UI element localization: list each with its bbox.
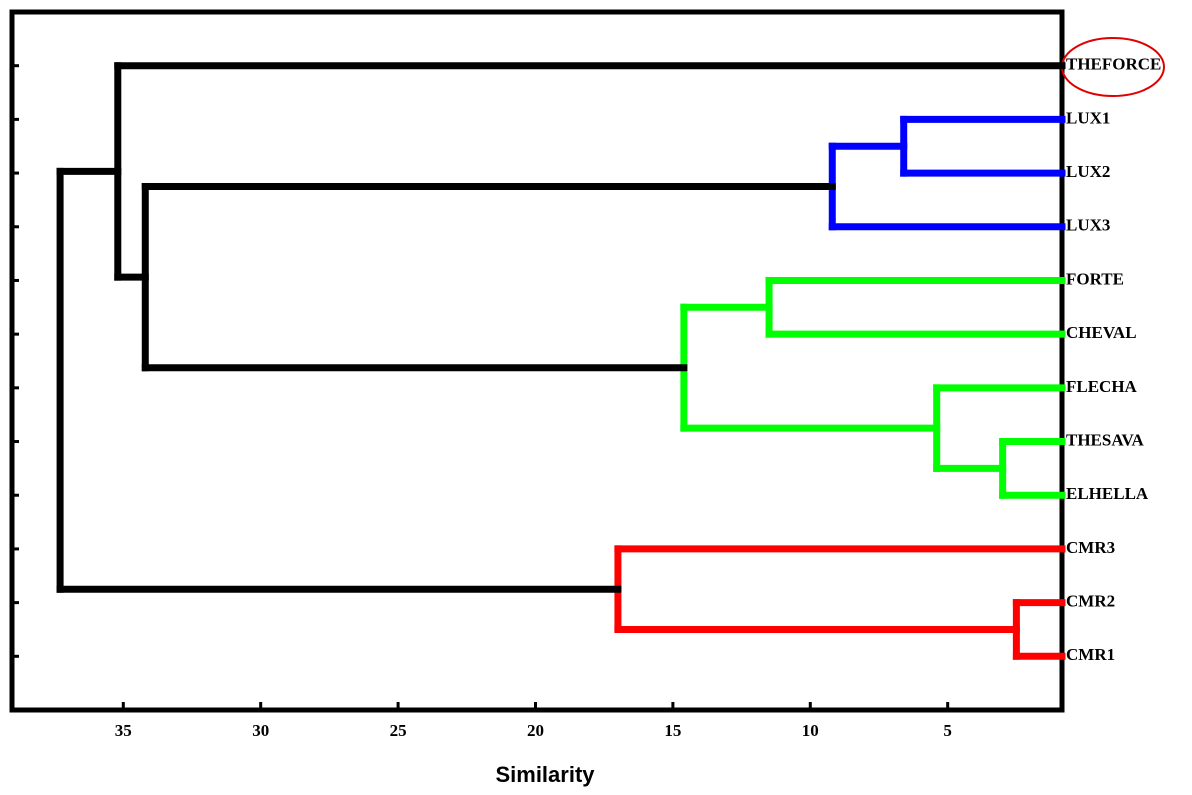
leaf-label: FLECHA — [1066, 377, 1138, 396]
leaf-label: THEFORCE — [1066, 55, 1161, 74]
leaf-label: CMR3 — [1066, 538, 1115, 557]
leaf-label: ELHELLA — [1066, 484, 1149, 503]
x-tick-label: 20 — [527, 721, 544, 740]
leaf-label: LUX1 — [1066, 108, 1110, 127]
leaf-label: CMR2 — [1066, 592, 1115, 611]
x-tick-label: 25 — [390, 721, 407, 740]
leaf-label: LUX2 — [1066, 162, 1110, 181]
x-axis-label: Similarity — [495, 762, 595, 787]
leaf-label: THESAVA — [1066, 430, 1145, 449]
x-tick-label: 15 — [664, 721, 681, 740]
x-tick-label: 35 — [115, 721, 132, 740]
x-tick-label: 5 — [943, 721, 952, 740]
leaf-label: CHEVAL — [1066, 323, 1137, 342]
leaf-label: LUX3 — [1066, 216, 1110, 235]
plot-frame — [9, 9, 1065, 713]
x-tick-label: 10 — [802, 721, 819, 740]
leaf-label: CMR1 — [1066, 645, 1115, 664]
leaf-label: FORTE — [1066, 269, 1124, 288]
x-tick-label: 30 — [252, 721, 269, 740]
